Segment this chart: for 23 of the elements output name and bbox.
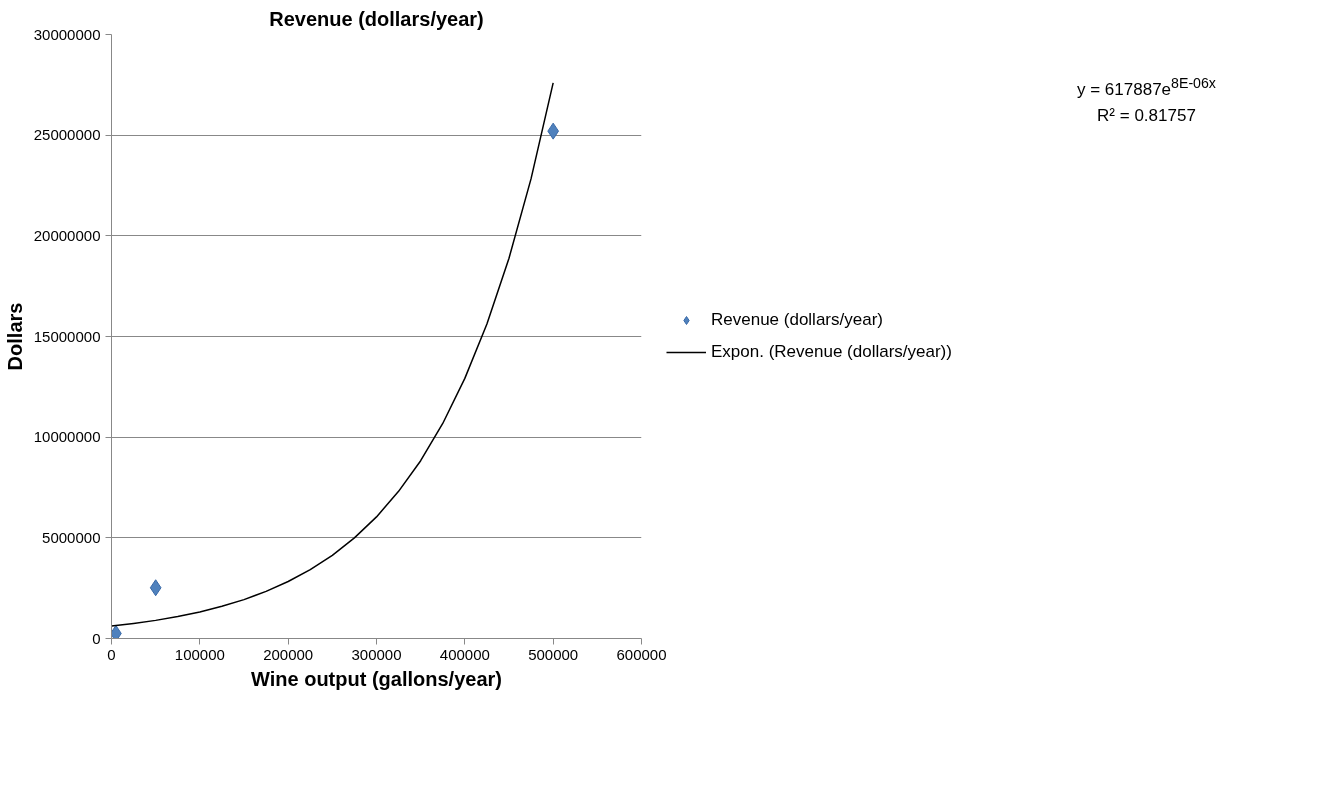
x-tick-label: 600000 bbox=[616, 645, 667, 663]
legend-label: Revenue (dollars/year) bbox=[711, 310, 883, 330]
text: y = 617887e$^{8E-06x}$ bbox=[1077, 75, 1216, 99]
x-tick-label: 500000 bbox=[528, 645, 579, 663]
x-tick-label: 200000 bbox=[263, 645, 314, 663]
x-tick-label: 300000 bbox=[351, 645, 402, 663]
point bbox=[111, 624, 122, 639]
y-tick-label: 0 bbox=[92, 629, 101, 647]
y-tick-label: 5000000 bbox=[42, 528, 101, 546]
y-tick-label: 25000000 bbox=[33, 126, 101, 144]
y-tick-label: 20000000 bbox=[33, 226, 101, 244]
x-axis-title: Wine output (gallons/year) bbox=[251, 667, 502, 690]
chart-title: Revenue (dollars/year) bbox=[269, 7, 484, 30]
y-tick-label: 15000000 bbox=[33, 327, 101, 345]
y-axis-title: Dollars bbox=[3, 302, 26, 371]
point bbox=[149, 579, 162, 597]
x-tick-label: 100000 bbox=[174, 645, 225, 663]
x-tick-label: 400000 bbox=[439, 645, 490, 663]
x-tick-label: 0 bbox=[107, 645, 116, 663]
y-tick-label: 10000000 bbox=[33, 428, 101, 446]
y-tick-label: 30000000 bbox=[33, 25, 101, 43]
legend-label: Expon. (Revenue (dollars/year)) bbox=[711, 342, 952, 362]
text: R² = 0.81757 bbox=[1097, 105, 1196, 125]
